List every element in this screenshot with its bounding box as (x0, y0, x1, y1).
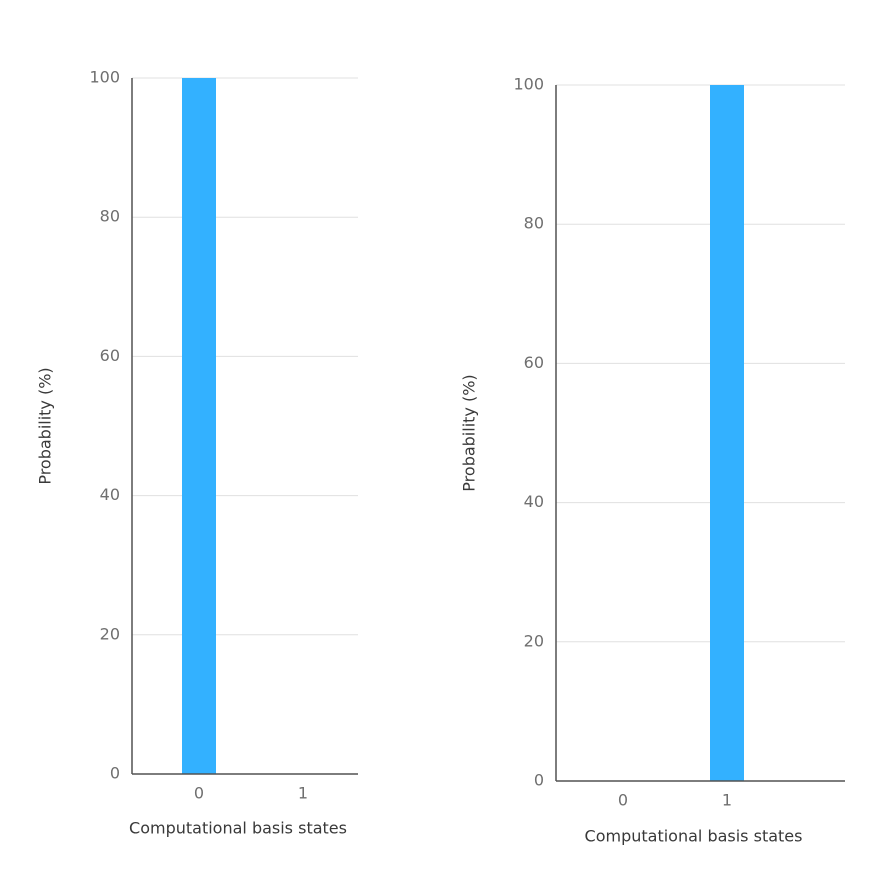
y-tick-label: 100 (89, 68, 120, 87)
bar (182, 78, 216, 774)
y-tick-label: 80 (100, 207, 120, 226)
x-axis-title: Computational basis states (129, 819, 347, 838)
bar (710, 85, 744, 781)
x-tick-label: 1 (722, 791, 732, 810)
y-tick-label: 80 (524, 214, 544, 233)
y-tick-label: 100 (513, 75, 544, 94)
y-tick-label: 40 (100, 485, 120, 504)
y-axis-title: Probability (%) (36, 367, 55, 484)
x-axis-title: Computational basis states (585, 827, 803, 846)
y-tick-label: 0 (534, 771, 544, 790)
x-tick-label: 0 (194, 784, 204, 803)
y-tick-label: 60 (100, 346, 120, 365)
y-tick-label: 20 (100, 624, 120, 643)
y-axis-title: Probability (%) (460, 374, 479, 491)
y-tick-label: 20 (524, 631, 544, 650)
y-tick-label: 40 (524, 492, 544, 511)
x-tick-label: 0 (618, 791, 628, 810)
y-tick-label: 0 (110, 764, 120, 783)
x-tick-label: 1 (298, 784, 308, 803)
y-tick-label: 60 (524, 353, 544, 372)
